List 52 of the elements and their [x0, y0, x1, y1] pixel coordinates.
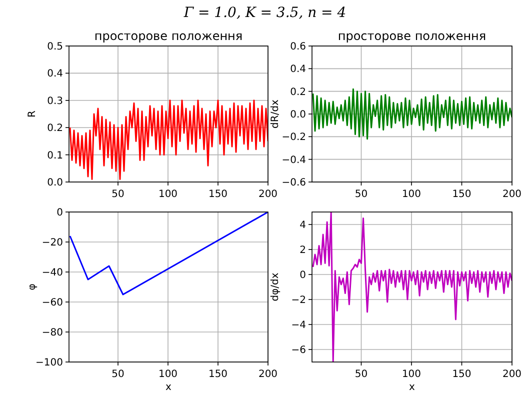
y-tick-label: 0.4: [47, 68, 63, 80]
y-tick-label: −20: [42, 238, 63, 248]
x-axis-title: x: [166, 382, 172, 393]
y-tick-label: −100: [36, 358, 63, 368]
chart-title: просторове положення: [338, 29, 486, 43]
x-tick-label: 100: [158, 369, 178, 380]
y-tick-label: 0.4: [290, 64, 306, 76]
y-tick-label: 0: [56, 208, 63, 218]
y-tick-label: 0.6: [290, 42, 306, 52]
x-tick-label: 150: [208, 369, 228, 380]
y-tick-label: −40: [42, 268, 63, 278]
y-axis-title: R: [27, 110, 38, 118]
y-tick-label: 0.2: [290, 86, 306, 98]
x-tick-label: 150: [208, 189, 228, 200]
chart-title: просторове положення: [94, 29, 243, 43]
y-tick-label: −2: [291, 295, 306, 306]
x-tick-label: 200: [258, 189, 278, 200]
line-series: [312, 212, 512, 362]
y-tick-label: −6: [291, 345, 306, 356]
y-tick-label: −80: [42, 328, 63, 338]
x-tick-label: 200: [502, 369, 522, 380]
line-series: [312, 88, 512, 140]
y-tick-label: 0: [300, 270, 306, 281]
y-tick-label: 0.0: [290, 110, 306, 120]
x-axis-title: x: [409, 382, 416, 393]
x-tick-label: 50: [112, 189, 124, 200]
text: Γ = 1.0, K = 3.5, n = 4: [182, 5, 346, 21]
y-tick-label: −4: [291, 320, 306, 331]
y-tick-label: 0.3: [47, 96, 63, 107]
x-tick-label: 200: [502, 189, 522, 200]
x-tick-label: 150: [452, 369, 472, 380]
y-axis-title: dR/dx: [270, 99, 281, 128]
y-tick-label: 0.5: [47, 42, 63, 52]
y-tick-label: 4: [300, 220, 306, 231]
x-tick-label: 50: [354, 369, 368, 380]
y-tick-label: −0.4: [282, 154, 306, 166]
y-tick-label: −60: [42, 298, 63, 308]
x-tick-label: 50: [354, 189, 368, 200]
y-tick-label: 2: [300, 245, 306, 256]
y-axis-title: φ: [27, 283, 38, 290]
x-tick-label: 150: [452, 189, 472, 200]
x-tick-label: 200: [258, 369, 278, 380]
y-tick-label: −0.6: [282, 178, 306, 188]
y-tick-label: 0.0: [47, 178, 63, 188]
x-tick-label: 100: [158, 189, 178, 200]
x-tick-label: 100: [402, 189, 422, 200]
x-tick-label: 50: [112, 369, 124, 380]
y-tick-label: 0.2: [47, 123, 63, 134]
y-tick-label: 0.1: [47, 150, 63, 162]
y-tick-label: −0.2: [282, 132, 306, 144]
y-axis-title: dφ/dx: [270, 272, 281, 302]
x-tick-label: 100: [402, 369, 422, 380]
